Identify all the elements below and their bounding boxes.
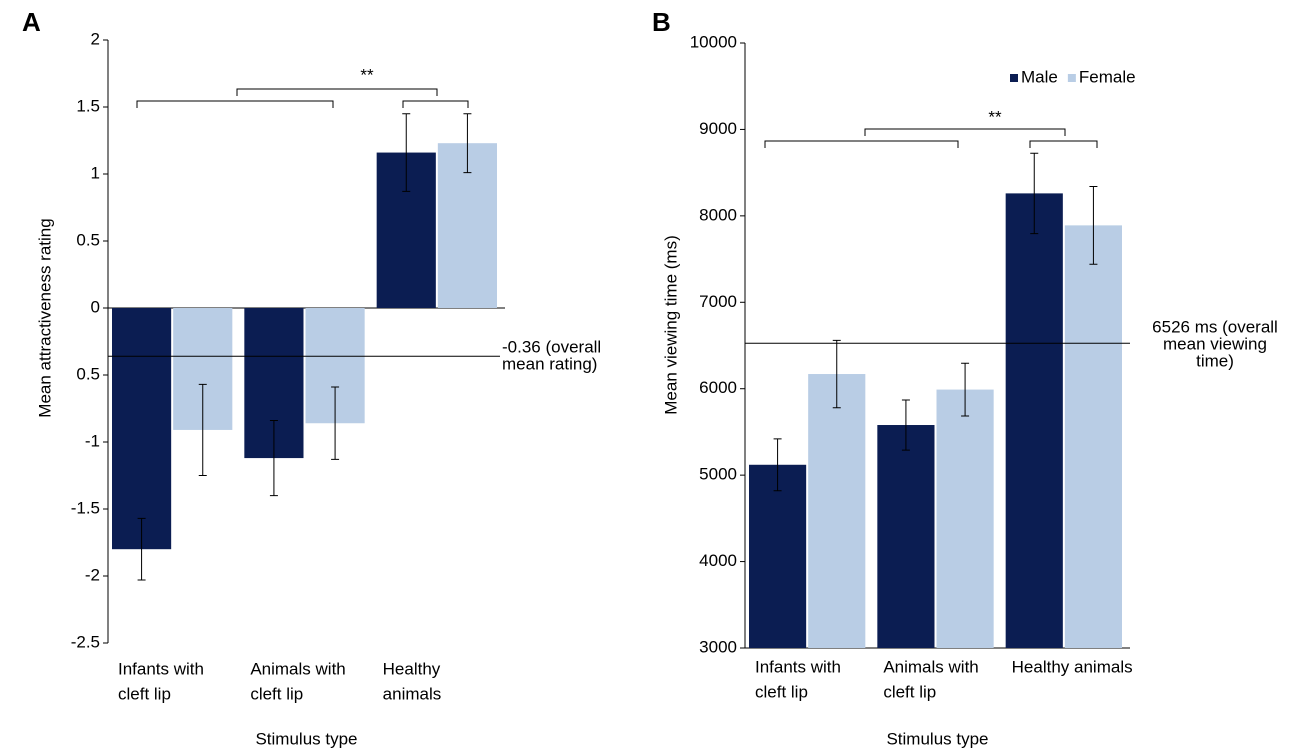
y-axis-title: Mean viewing time (ms) [661, 235, 680, 415]
error-bar [901, 399, 910, 451]
legend-swatch [1067, 74, 1076, 82]
bar [877, 425, 935, 648]
bar [112, 308, 172, 550]
bar [936, 389, 994, 648]
significance-bracket [136, 100, 334, 108]
error-bar [137, 517, 146, 581]
y-tick-label: 9000 [699, 119, 737, 138]
significance-label: ** [988, 107, 1002, 126]
legend-label: Female [1079, 67, 1136, 86]
reference-label: -0.36 (overall [502, 337, 601, 356]
y-tick-label: 4000 [699, 551, 737, 570]
significance-bracket [864, 128, 1066, 136]
error-bar [1030, 152, 1039, 235]
bar [749, 464, 807, 648]
y-tick-label: 6000 [699, 378, 737, 397]
x-tick-label: Animals with [250, 659, 345, 678]
significance-bracket [1029, 140, 1098, 148]
significance-label: ** [360, 65, 374, 84]
legend-swatch [1010, 74, 1018, 82]
x-tick-label: Healthy [383, 659, 441, 678]
y-tick-label: 2 [91, 29, 100, 48]
y-tick-label: -1 [85, 431, 100, 450]
error-bar [1089, 185, 1098, 265]
y-tick-label: 7000 [699, 292, 737, 311]
error-bar [198, 383, 207, 476]
legend-label: Male [1021, 67, 1058, 86]
y-tick-label: 1 [91, 163, 100, 182]
error-bar [402, 113, 411, 192]
bar [1005, 193, 1063, 648]
x-tick-label: cleft lip [250, 684, 303, 703]
bar [808, 374, 866, 648]
x-tick-label: Healthy animals [1012, 657, 1133, 676]
x-tick-label: cleft lip [755, 682, 808, 701]
x-tick-label: Animals with [883, 657, 978, 676]
y-tick-label: 0.5 [76, 230, 100, 249]
significance-bracket [402, 100, 469, 108]
panel-label: B [652, 7, 671, 37]
y-tick-label: 1.5 [76, 96, 100, 115]
y-tick-label: 0.5 [76, 364, 100, 383]
reference-label: 6526 ms (overall [1152, 317, 1278, 336]
y-tick-label: 10000 [690, 32, 737, 51]
error-bar [773, 438, 782, 492]
x-tick-label: Infants with [118, 659, 204, 678]
y-tick-label: -1.5 [71, 498, 100, 517]
reference-label: time) [1196, 351, 1234, 370]
x-axis-title: Stimulus type [886, 729, 988, 748]
reference-label: mean viewing [1163, 334, 1267, 353]
x-tick-label: Infants with [755, 657, 841, 676]
bar [1064, 225, 1122, 648]
y-tick-label: 8000 [699, 205, 737, 224]
x-tick-label: cleft lip [118, 684, 171, 703]
significance-bracket [764, 140, 959, 148]
y-tick-label: -2 [85, 565, 100, 584]
y-tick-label: 5000 [699, 465, 737, 484]
x-axis-title: Stimulus type [255, 729, 357, 748]
reference-label: mean rating) [502, 354, 597, 373]
y-tick-label: -2.5 [71, 632, 100, 651]
x-tick-label: cleft lip [883, 682, 936, 701]
y-tick-label: 0 [91, 297, 100, 316]
significance-bracket [236, 88, 438, 96]
x-tick-label: animals [383, 684, 442, 703]
error-bar [832, 339, 841, 409]
error-bar [961, 362, 970, 417]
y-tick-label: 3000 [699, 637, 737, 656]
error-bar [269, 420, 278, 497]
error-bar [463, 113, 472, 174]
panel-label: A [22, 7, 41, 37]
error-bar [331, 386, 340, 460]
y-axis-title: Mean attractiveness rating [35, 218, 54, 417]
